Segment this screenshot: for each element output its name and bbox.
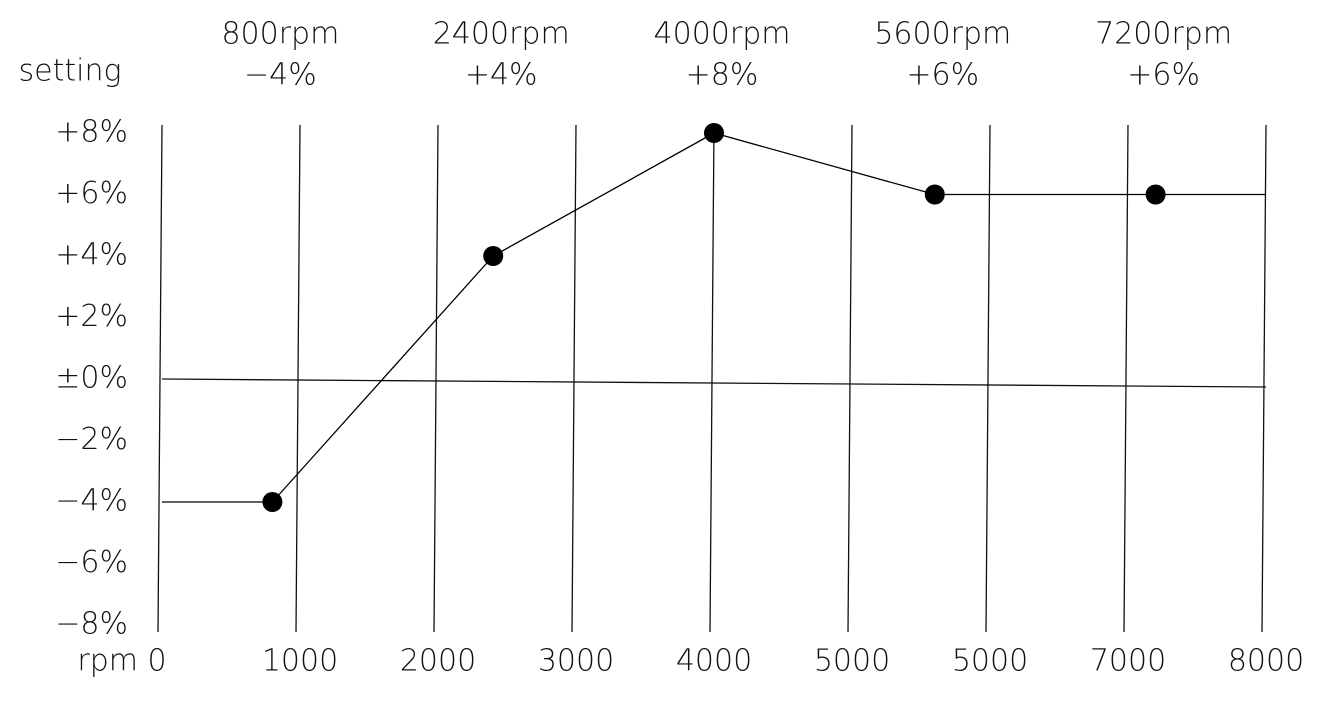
grid-line xyxy=(985,124,991,633)
point-rpm-label: 800rpm xyxy=(221,17,339,52)
data-point xyxy=(704,123,724,143)
y-tick-label: −6% xyxy=(55,545,128,580)
grid-line xyxy=(1123,124,1129,633)
point-value-label: +6% xyxy=(1127,58,1200,93)
x-tick-label: 5000 xyxy=(814,644,890,679)
x-tick-label: 1000 xyxy=(262,644,338,679)
point-rpm-label: 4000rpm xyxy=(654,17,791,52)
data-point xyxy=(262,492,283,512)
y-tick-label: −2% xyxy=(55,422,128,457)
data-point xyxy=(924,184,945,205)
point-value-label: −4% xyxy=(244,58,317,93)
zero-line xyxy=(161,378,1267,388)
grid-line xyxy=(295,124,301,633)
grid-line xyxy=(157,124,163,633)
grid-line xyxy=(847,124,853,633)
y-tick-label: +8% xyxy=(55,115,128,150)
grid-line xyxy=(709,124,715,633)
y-tick-label: ±0% xyxy=(55,361,128,396)
y-tick-label: +2% xyxy=(55,299,128,334)
x-tick-label: 7000 xyxy=(1090,644,1166,679)
point-value-label: +4% xyxy=(465,58,538,93)
x-tick-label: rpm 0 xyxy=(77,644,166,679)
y-tick-label: +6% xyxy=(55,176,128,211)
grid-line xyxy=(433,124,439,633)
grid-line xyxy=(1261,124,1267,633)
x-tick-label: 5000 xyxy=(952,644,1028,679)
point-rpm-label: 5600rpm xyxy=(874,17,1011,52)
x-tick-label: 4000 xyxy=(676,644,752,679)
point-rpm-label: 7200rpm xyxy=(1095,17,1232,52)
data-point xyxy=(483,246,504,266)
x-tick-label: 8000 xyxy=(1228,644,1304,679)
grid-line xyxy=(571,124,577,633)
y-tick-label: −4% xyxy=(55,484,128,519)
y-tick-label: +4% xyxy=(55,238,128,273)
x-tick-label: 2000 xyxy=(400,644,476,679)
y-axis-label: setting xyxy=(19,54,122,89)
point-value-label: +6% xyxy=(906,58,979,93)
x-tick-label: 3000 xyxy=(538,644,614,679)
data-point xyxy=(1145,184,1166,205)
point-rpm-label: 2400rpm xyxy=(433,17,570,52)
y-tick-label: −8% xyxy=(55,607,128,642)
point-value-label: +8% xyxy=(686,58,759,93)
